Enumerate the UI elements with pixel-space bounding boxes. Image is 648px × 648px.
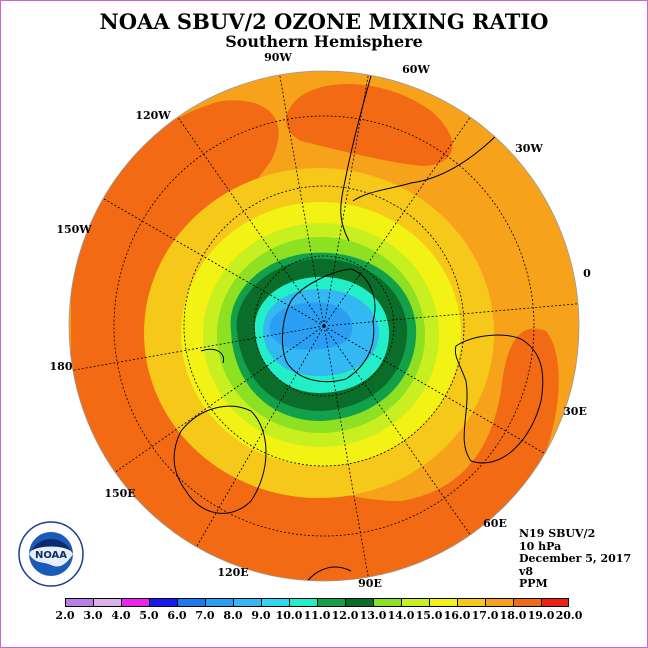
longitude-label: 30W	[515, 142, 543, 155]
colorbar-swatch	[429, 598, 457, 607]
orange-region-north	[286, 84, 453, 166]
meridian-line	[323, 116, 471, 327]
longitude-label: 90W	[264, 51, 292, 64]
colorbar-label: 5.0	[139, 609, 159, 622]
colorbar-label: 7.0	[195, 609, 215, 622]
colorbar-swatch	[345, 598, 373, 607]
longitude-label: 60W	[402, 63, 430, 76]
longitude-label: 180	[50, 360, 73, 373]
longitude-label: 120E	[217, 566, 248, 579]
colorbar-label: 12.0	[331, 609, 359, 622]
meridian-line	[177, 116, 325, 327]
colorbar-swatch	[373, 598, 401, 607]
map-title: NOAA SBUV/2 OZONE MIXING RATIO	[99, 9, 549, 34]
meridian-line	[323, 325, 369, 578]
meridian-line	[323, 74, 369, 327]
longitude-label: 30E	[563, 405, 587, 418]
colorbar-swatch	[205, 598, 233, 607]
info-units: PPM	[519, 577, 548, 591]
colorbar-swatch	[457, 598, 485, 607]
colorbar-label: 6.0	[167, 609, 187, 622]
colorbar-label: 11.0	[303, 609, 331, 622]
coastlines	[173, 75, 562, 581]
colorbar-label: 9.0	[251, 609, 271, 622]
colorbar-swatch	[177, 598, 205, 607]
longitude-label: 90E	[358, 577, 382, 590]
colorbar-swatch	[513, 598, 541, 607]
colorbar-label: 19.0	[527, 609, 555, 622]
colorbar-label: 2.0	[55, 609, 75, 622]
meridians	[72, 74, 579, 578]
meridian-line	[72, 325, 325, 371]
graticule	[113, 115, 535, 537]
colorbar-swatch	[149, 598, 177, 607]
colorbar-label: 14.0	[387, 609, 415, 622]
colorbar-label: 8.0	[223, 609, 243, 622]
longitude-label: 150W	[56, 223, 92, 236]
longitude-label: 150E	[104, 487, 135, 500]
colorbar-label: 4.0	[111, 609, 131, 622]
colorbar-label: 13.0	[359, 609, 387, 622]
meridian-line	[323, 303, 579, 327]
meridian-line	[323, 325, 471, 536]
colorbar-swatch	[317, 598, 345, 607]
colorbar-swatch	[65, 598, 93, 607]
colorbar-swatch	[233, 598, 261, 607]
map-border	[68, 70, 580, 582]
meridian-line	[102, 198, 325, 327]
colorbar-label: 20.0	[555, 609, 583, 622]
info-date: December 5, 2017	[519, 552, 632, 566]
info-version: v8	[519, 564, 534, 578]
info-level: 10 hPa	[519, 539, 562, 553]
colorbar-swatch	[401, 598, 429, 607]
colorbar-label: 16.0	[443, 609, 471, 622]
info-panel: N19 SBUV/2 10 hPa December 5, 2017 v8 PP…	[519, 527, 632, 591]
longitude-label: 120W	[135, 109, 171, 122]
meridian-line	[114, 325, 325, 473]
colorbar-swatch	[121, 598, 149, 607]
colorbar-label: 15.0	[415, 609, 443, 622]
meridian-line	[323, 325, 546, 454]
colorbar-label: 10.0	[275, 609, 303, 622]
meridian-line	[196, 325, 325, 548]
longitude-label: 0	[583, 267, 591, 280]
map-subtitle: Southern Hemisphere	[225, 32, 423, 51]
colorbar-swatch	[485, 598, 513, 607]
longitude-label: 60E	[483, 517, 507, 530]
svg-text:NOAA: NOAA	[35, 550, 67, 561]
blue-core	[269, 302, 353, 350]
noaa-logo: NOAA	[18, 521, 84, 591]
colorbar-swatch	[93, 598, 121, 607]
colorbar-swatch	[289, 598, 317, 607]
colorbar-label: 3.0	[83, 609, 103, 622]
info-satellite: N19 SBUV/2	[519, 527, 596, 540]
longitude-labels: 90W 60W 120W 30W 150W 0 180 30E 150E 60E 120E 90E	[50, 51, 592, 590]
colorbar-label: 17.0	[471, 609, 499, 622]
colorbar-swatch	[541, 598, 569, 607]
meridian-line	[279, 74, 325, 327]
colorbar-swatch	[261, 598, 289, 607]
colorbar-label: 18.0	[499, 609, 527, 622]
